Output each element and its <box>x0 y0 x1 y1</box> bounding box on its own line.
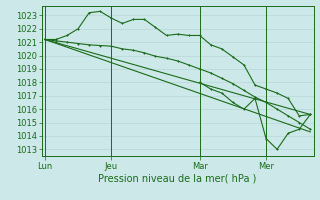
X-axis label: Pression niveau de la mer( hPa ): Pression niveau de la mer( hPa ) <box>99 173 257 183</box>
